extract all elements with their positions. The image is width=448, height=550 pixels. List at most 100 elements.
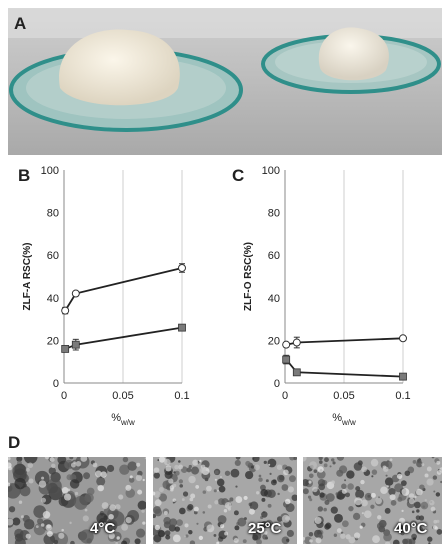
- micrograph-highlight: [18, 500, 23, 504]
- panel-label-d: D: [8, 433, 21, 452]
- micrograph-highlight: [170, 487, 174, 492]
- micrograph-pore: [308, 532, 314, 537]
- chart-b-y-axis-label: ZLF-A RSC(%): [22, 243, 33, 311]
- micrograph-pore: [316, 470, 326, 479]
- micrograph-highlight: [284, 498, 291, 505]
- chart-b-ytick-label: 20: [47, 335, 59, 347]
- micrograph-pore: [154, 508, 162, 517]
- micrograph-pore: [121, 540, 128, 544]
- micrograph-highlight: [158, 457, 166, 463]
- micrograph-pore: [153, 534, 162, 543]
- micrograph-pore: [352, 512, 361, 521]
- micrograph-pore: [323, 507, 327, 512]
- micrograph-pore: [414, 501, 421, 509]
- micrograph-highlight: [216, 541, 220, 544]
- chart-c-point-open: [399, 334, 407, 343]
- micrograph-pore: [436, 529, 442, 535]
- micrograph-highlight: [25, 533, 31, 539]
- micrograph-highlight: [73, 461, 77, 465]
- micrograph-pore: [8, 506, 16, 513]
- micrograph-pore: [286, 529, 294, 538]
- micrograph-pore: [348, 505, 354, 512]
- micrograph-highlight: [75, 461, 82, 467]
- micrograph-highlight: [429, 500, 435, 506]
- micrograph-highlight: [97, 484, 104, 492]
- micrograph-pore: [185, 534, 189, 538]
- micrograph-highlight: [363, 510, 372, 519]
- micrograph-highlight: [108, 532, 115, 540]
- chart-c-x-axis-label: %w/w: [332, 412, 356, 427]
- micrograph-pore: [371, 475, 374, 478]
- micrograph-pore: [245, 470, 254, 480]
- micrograph-highlight: [51, 463, 56, 469]
- chart-c-point-open: [282, 340, 291, 349]
- micrograph-highlight: [118, 494, 124, 500]
- micrograph-pore: [235, 457, 241, 460]
- micrograph-highlight: [35, 525, 39, 528]
- micrograph-highlight: [174, 464, 179, 470]
- chart-b-point-open: [61, 306, 70, 315]
- micrograph-highlight: [410, 523, 417, 530]
- micrograph-pore: [135, 528, 146, 538]
- micrograph-25c-texture: [153, 457, 297, 544]
- micrograph-highlight: [436, 460, 441, 465]
- micrograph-pore: [158, 493, 168, 502]
- micrograph-highlight: [20, 515, 24, 519]
- micrograph-highlight: [58, 532, 65, 539]
- micrograph-pore: [247, 465, 250, 468]
- chart-c-xtick-label: 0.1: [395, 390, 410, 402]
- micrograph-highlight: [314, 517, 322, 525]
- chart-b-ytick-label: 0: [53, 378, 59, 390]
- micrograph-highlight: [40, 497, 47, 503]
- micrograph-pore: [262, 534, 268, 540]
- chart-b-point-open: [178, 263, 186, 272]
- micrograph-pore: [83, 472, 91, 480]
- micrograph-pore: [293, 457, 297, 461]
- micrograph-highlight: [100, 471, 107, 478]
- micrograph-highlight: [380, 486, 388, 494]
- micrograph-pore: [191, 466, 200, 475]
- micrograph-highlight: [172, 534, 181, 543]
- micrograph-pore: [119, 464, 130, 475]
- micrograph-highlight: [129, 475, 133, 479]
- micrograph-highlight: [163, 511, 168, 516]
- micrograph-highlight: [382, 465, 387, 470]
- micrograph-highlight: [421, 463, 425, 467]
- micrograph-highlight: [303, 457, 307, 462]
- micrograph-pore: [23, 457, 38, 464]
- micrograph-highlight: [223, 508, 228, 513]
- micrograph-pore: [420, 501, 429, 510]
- micrograph-pore: [153, 472, 160, 479]
- micrograph-pore: [69, 479, 80, 489]
- micrograph-pore: [134, 538, 141, 544]
- cream-samples-photo: [8, 8, 442, 155]
- chart-b-svg: 0 20 40 60 80 100 0 0.05 0.1 ZLF-A RSC(%) %w/w: [22, 165, 190, 427]
- micrograph-highlight: [8, 462, 12, 469]
- chart-b-point-open: [71, 289, 80, 298]
- chart-c-ytick-label: 40: [268, 293, 280, 305]
- micrograph-pore: [96, 476, 106, 486]
- micrograph-pore: [258, 474, 262, 478]
- micrograph-highlight: [424, 499, 427, 502]
- micrograph-highlight: [61, 486, 69, 494]
- micrograph-highlight: [199, 459, 202, 463]
- micrograph-4c: [8, 457, 146, 544]
- micrograph-pore: [57, 457, 67, 465]
- micrograph-40c-label: 40°C: [394, 520, 428, 537]
- micrograph-pore: [235, 485, 238, 488]
- chart-c-svg: 0 20 40 60 80 100 0 0.05 0.1 ZLF-O RSC(%) %w/w: [243, 165, 411, 427]
- micrograph-highlight: [116, 536, 120, 540]
- micrograph-pore: [355, 486, 361, 492]
- micrograph-pore: [418, 515, 425, 521]
- micrograph-pore: [400, 480, 407, 487]
- micrograph-highlight: [303, 537, 306, 541]
- micrograph-highlight: [309, 539, 313, 543]
- micrograph-pore: [303, 488, 309, 495]
- micrograph-pore: [234, 459, 241, 467]
- micrograph-pore: [317, 534, 322, 538]
- micrograph-pore: [326, 493, 335, 502]
- micrograph-pore: [318, 457, 323, 461]
- micrograph-highlight: [219, 476, 223, 479]
- micrograph-highlight: [206, 485, 212, 492]
- micrograph-pore: [332, 461, 336, 465]
